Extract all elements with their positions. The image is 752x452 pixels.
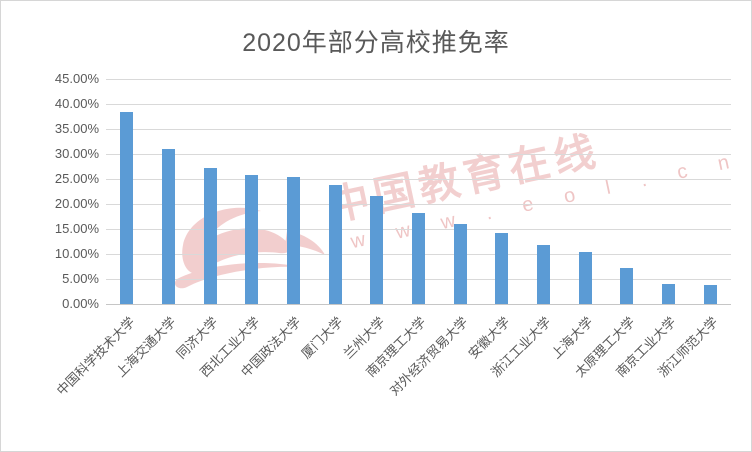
bar (328, 185, 342, 304)
bar (495, 232, 509, 304)
x-category-label: 厦门大学 (298, 314, 346, 362)
y-tick-label: 20.00% (54, 196, 99, 211)
y-tick-label: 35.00% (54, 121, 99, 136)
gridline (106, 204, 731, 205)
bar (203, 167, 217, 304)
y-tick-label: 15.00% (54, 221, 99, 236)
bar (412, 213, 425, 304)
gridline (106, 104, 731, 105)
gridline (106, 154, 731, 155)
gridline (106, 129, 731, 130)
bar (703, 285, 717, 304)
y-tick-label: 5.00% (62, 271, 99, 286)
bar (537, 244, 550, 304)
bar (245, 175, 259, 304)
y-tick-label: 40.00% (54, 96, 99, 111)
bar (578, 252, 592, 304)
y-tick-label: 0.00% (62, 296, 99, 311)
gridline (106, 79, 731, 80)
x-axis-line (106, 304, 731, 305)
bar (370, 195, 384, 304)
bar (453, 224, 467, 304)
y-tick-label: 10.00% (54, 246, 99, 261)
chart-title: 2020年部分高校推免率 (242, 29, 510, 57)
y-tick-label: 45.00% (54, 71, 99, 86)
bar (120, 112, 134, 304)
gridline (106, 179, 731, 180)
bar (287, 176, 300, 304)
bar (662, 284, 675, 304)
y-tick-label: 30.00% (54, 146, 99, 161)
y-tick-label: 25.00% (54, 171, 99, 186)
bar (162, 148, 175, 304)
bar (620, 268, 634, 304)
